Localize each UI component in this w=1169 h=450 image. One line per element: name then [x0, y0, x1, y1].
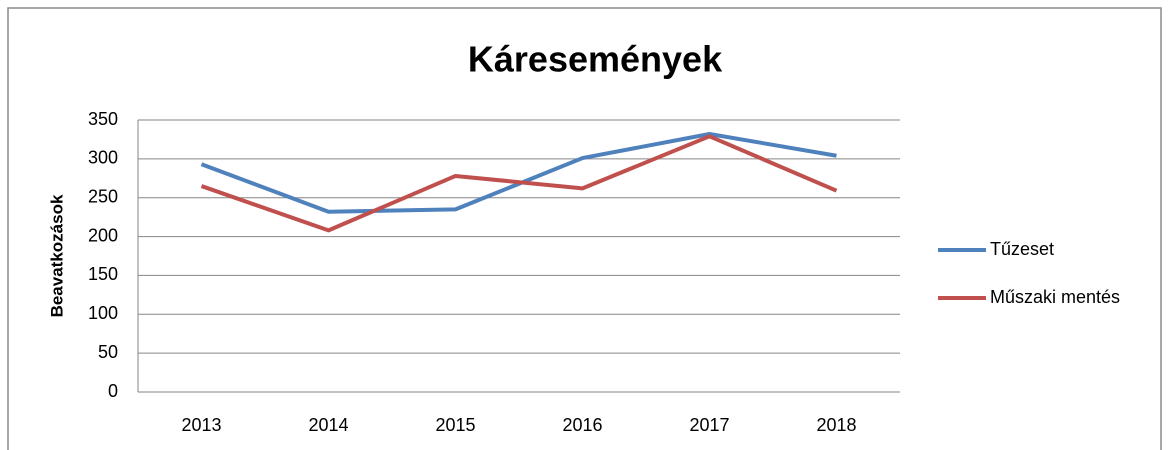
y-tick-label: 350 [88, 109, 118, 129]
y-tick-label: 50 [98, 342, 118, 362]
series-line [200, 131, 837, 214]
y-tick-label: 250 [88, 186, 118, 206]
x-tick-label: 2016 [562, 415, 602, 435]
x-tick-label: 2017 [689, 415, 729, 435]
y-tick-label: 100 [88, 303, 118, 323]
chart-frame [7, 7, 1162, 450]
x-tick-label: 2013 [181, 415, 221, 435]
x-tick-label: 2018 [816, 415, 856, 435]
y-tick-label: 300 [88, 148, 118, 168]
chart-title: Káresemények [468, 39, 723, 80]
x-tick-label: 2014 [308, 415, 348, 435]
legend-label: Műszaki mentés [990, 287, 1120, 307]
y-tick-label: 150 [88, 264, 118, 284]
y-tick-label: 200 [88, 225, 118, 245]
series-line [200, 134, 838, 233]
y-tick-label: 0 [108, 381, 118, 401]
legend-label: Tűzeset [990, 239, 1054, 259]
y-axis-label: Beavatkozások [47, 194, 66, 317]
x-tick-label: 2015 [435, 415, 475, 435]
